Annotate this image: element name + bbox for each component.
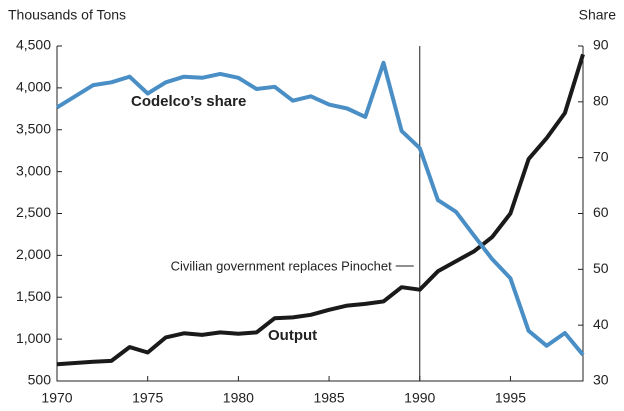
series-line bbox=[56, 53, 585, 367]
y-tick-label: 3,000 bbox=[16, 162, 51, 178]
series-label: Codelco’s share bbox=[131, 93, 246, 110]
y2-tick-label: 50 bbox=[593, 260, 609, 276]
y-tick-label: 1,500 bbox=[16, 288, 51, 304]
y-tick-label: 4,000 bbox=[16, 79, 51, 95]
x-tick-label: 1975 bbox=[132, 390, 163, 406]
y2-tick-label: 30 bbox=[593, 372, 609, 388]
x-tick-label: 1985 bbox=[313, 390, 344, 406]
x-tick-label: 1990 bbox=[404, 390, 435, 406]
y2-tick-label: 80 bbox=[593, 93, 609, 109]
y2-tick-label: 40 bbox=[593, 316, 609, 332]
y-tick-label: 2,500 bbox=[16, 204, 51, 220]
x-tick-label: 1980 bbox=[223, 390, 254, 406]
y-axis-title: Thousands of Tons bbox=[8, 7, 126, 23]
y2-tick-label: 70 bbox=[593, 148, 609, 164]
x-tick-label: 1970 bbox=[41, 390, 72, 406]
y-tick-label: 500 bbox=[28, 372, 52, 388]
y-tick-label: 3,500 bbox=[16, 120, 51, 136]
y2-tick-label: 90 bbox=[593, 37, 609, 53]
y2-axis-title: Share bbox=[579, 7, 617, 23]
series-line bbox=[55, 60, 585, 357]
y2-tick-label: 60 bbox=[593, 204, 609, 220]
annotation-text: Civilian government replaces Pinochet bbox=[171, 258, 393, 273]
y-tick-label: 2,000 bbox=[16, 246, 51, 262]
y-tick-label: 1,000 bbox=[16, 330, 51, 346]
y-tick-label: 4,500 bbox=[16, 37, 51, 53]
series-label: Output bbox=[268, 327, 317, 344]
x-tick-label: 1995 bbox=[495, 390, 526, 406]
